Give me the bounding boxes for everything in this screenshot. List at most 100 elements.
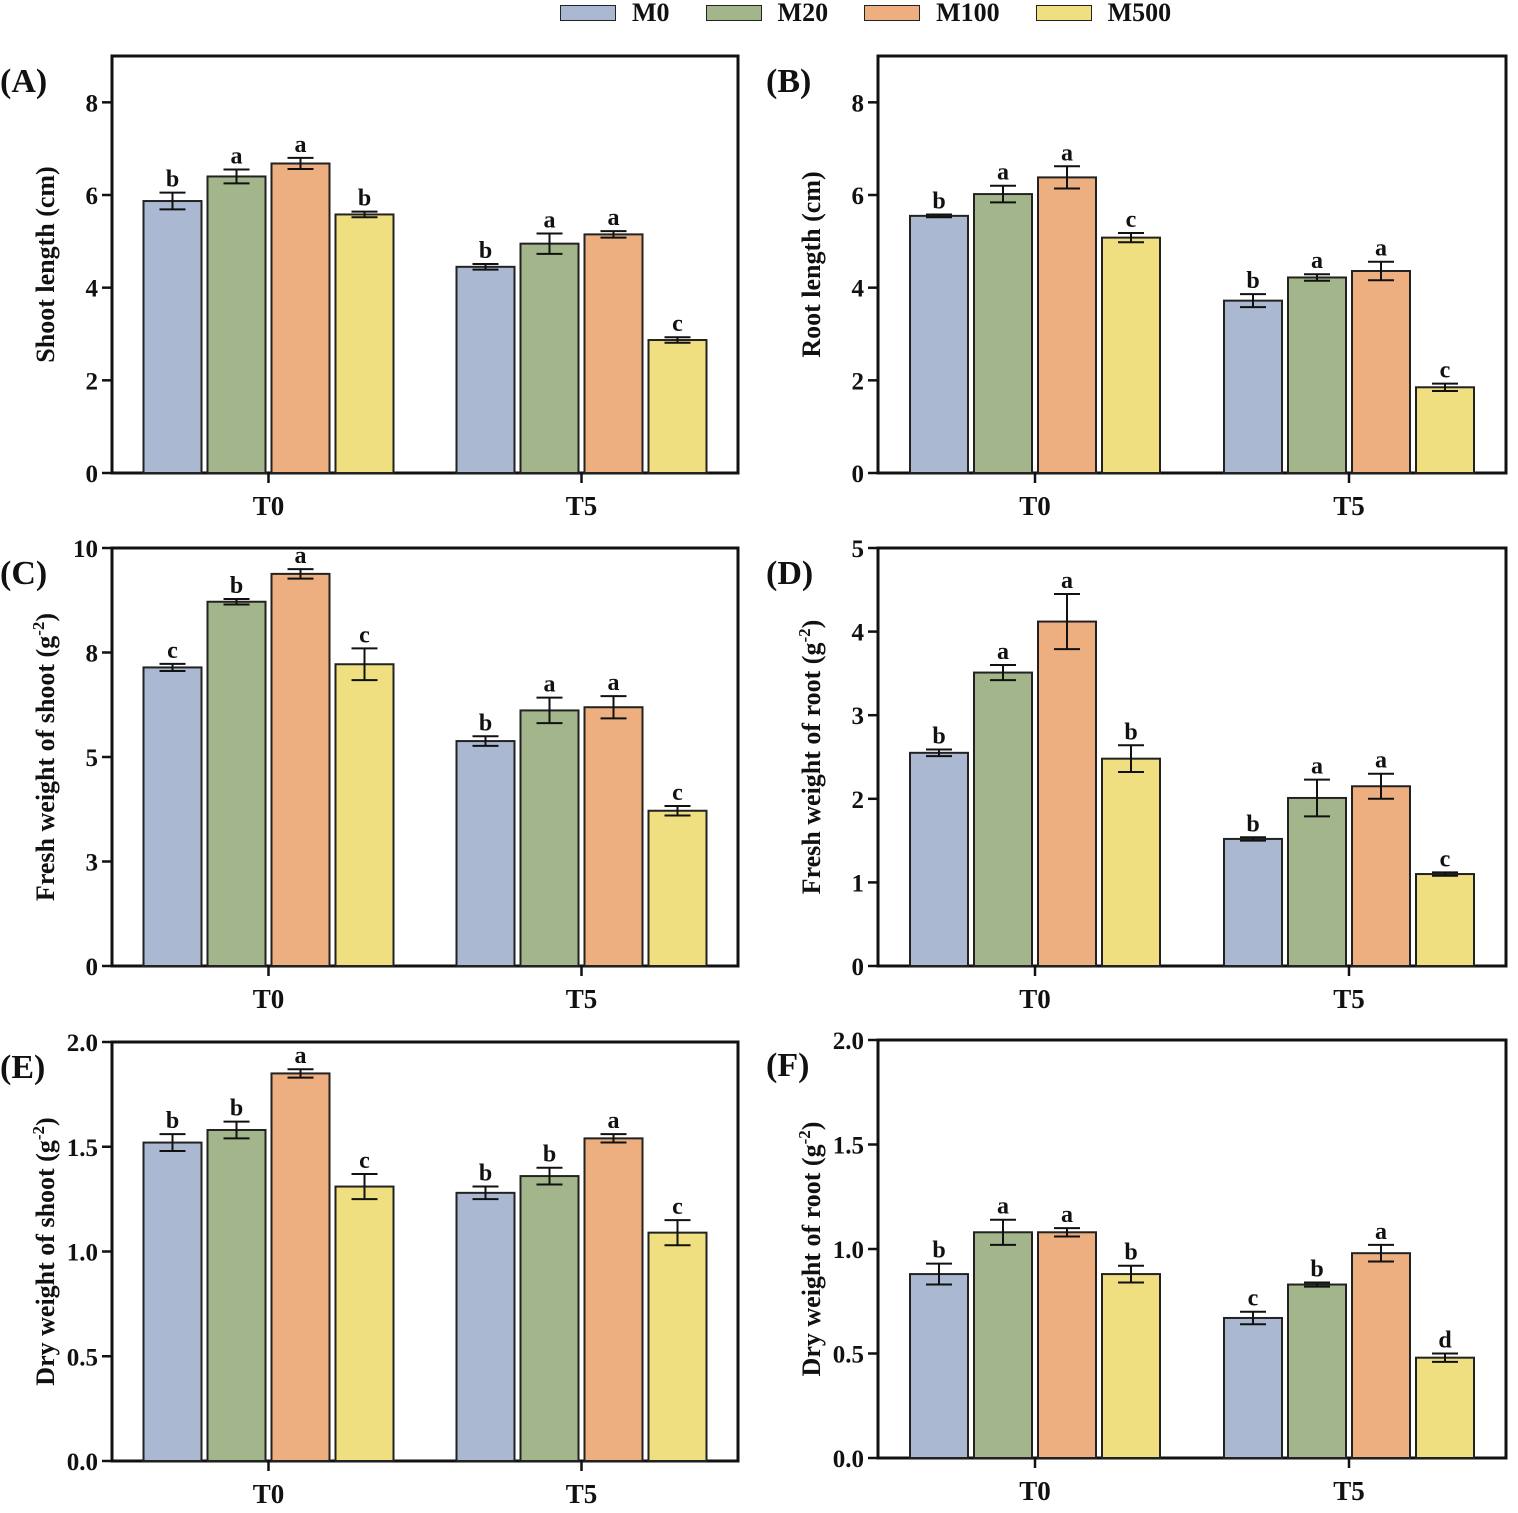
bar-m0-t5 — [1223, 837, 1283, 967]
bar-m20-t0 — [973, 671, 1033, 968]
y-tick-label: 6 — [86, 183, 99, 210]
plot-frame — [110, 1040, 740, 1463]
significance-letter: b — [358, 186, 371, 212]
y-axis-label-text: Shoot length (cm) — [31, 166, 60, 362]
bar-m20-t5 — [1287, 796, 1347, 967]
bar-m100-t0 — [270, 1072, 331, 1463]
y-tick-label: 1.0 — [67, 1240, 98, 1267]
y-tick-label: 0.0 — [833, 1446, 864, 1473]
legend-swatch — [705, 5, 762, 21]
y-axis-label-text: Dry weight of root (g — [797, 1144, 826, 1376]
bar-m20-t0 — [973, 193, 1033, 474]
panel-label: (C) — [0, 555, 47, 592]
panel-label: (D) — [766, 555, 813, 592]
y-axis-label-superscript: -2 — [795, 628, 814, 642]
bar-m100-t0 — [270, 162, 331, 474]
bar-m500-t0 — [334, 213, 395, 475]
significance-letter: a — [608, 670, 620, 696]
significance-letter: c — [1440, 358, 1451, 384]
x-tick-label: T0 — [1019, 1476, 1051, 1506]
y-axis-label-superscript: -2 — [29, 1126, 48, 1140]
bar-m500-t5 — [1415, 386, 1475, 474]
y-axis-label-text: Root length (cm) — [797, 171, 826, 357]
y-tick-label: 1.0 — [833, 1237, 864, 1264]
significance-letter: a — [544, 672, 556, 698]
y-tick-label: 3 — [852, 703, 865, 730]
bar-m500-t0 — [1101, 1273, 1161, 1459]
significance-letter: d — [1438, 1328, 1452, 1354]
bar-m100-t0 — [1037, 1231, 1097, 1460]
panel-b: (B) 0 2 4 6 8 Root length (cm) T0 b a a c T5 b a a c — [766, 54, 1508, 521]
plot-frame — [876, 546, 1508, 968]
significance-letter: c — [672, 1194, 683, 1220]
significance-letter: a — [1061, 1202, 1073, 1228]
x-tick-label: T0 — [253, 984, 285, 1014]
panel-f: (F) 0.0 0.5 1.0 1.5 2.0 Dry weight of root (g-… — [766, 1028, 1508, 1506]
bar-m20-t0 — [973, 1231, 1033, 1460]
bar-m500-t5 — [647, 1231, 708, 1463]
significance-letter: a — [544, 207, 556, 233]
significance-letter: a — [295, 543, 307, 569]
bar-m500-t5 — [647, 809, 708, 967]
bar-m100-t5 — [583, 1137, 644, 1462]
significance-letter: b — [166, 167, 179, 193]
legend-label: M500 — [1107, 0, 1172, 27]
significance-letter: b — [932, 188, 945, 214]
plot-frame — [876, 54, 1508, 475]
x-tick-label: T5 — [566, 1479, 598, 1508]
bar-m20-t0 — [206, 1128, 267, 1462]
bar-m0-t0 — [142, 1141, 203, 1463]
y-axis-label-text: Fresh weight of shoot (g — [31, 636, 60, 901]
legend-item-m500: M500 — [1035, 0, 1172, 28]
bar-m500-t0 — [334, 1185, 395, 1463]
significance-letter: b — [543, 1142, 556, 1168]
panel-d: (D) 0 1 2 3 4 5 Fresh weight of root (g-2) T0 b a a… — [766, 536, 1508, 1014]
y-axis-label-superscript: -2 — [29, 622, 48, 636]
bar-m100-t5 — [1351, 1252, 1411, 1460]
significance-letter: b — [1124, 1240, 1137, 1266]
y-tick-label: 2 — [86, 368, 99, 395]
significance-letter: a — [1311, 248, 1323, 274]
bar-m20-t0 — [206, 175, 267, 474]
bar-m500-t5 — [1415, 873, 1475, 967]
y-tick-label: 4 — [86, 276, 99, 303]
y-axis-label-suffix: ) — [797, 620, 826, 629]
y-axis-label: Dry weight of shoot (g-2) — [29, 1117, 60, 1385]
bar-m0-t5 — [1223, 299, 1283, 475]
panel-e: (E) 0.0 0.5 1.0 1.5 2.0 Dry weight of shoot (g… — [0, 1030, 740, 1509]
bar-m20-t5 — [1287, 1283, 1347, 1460]
significance-letter: b — [230, 1096, 243, 1122]
y-axis-label: Shoot length (cm) — [31, 166, 60, 362]
x-tick-label: T5 — [566, 984, 598, 1014]
y-tick-label: 0 — [86, 954, 99, 981]
legend-swatch — [864, 5, 921, 21]
significance-letter: b — [479, 238, 492, 264]
significance-letter: a — [1375, 236, 1387, 262]
panel-label: (E) — [0, 1049, 45, 1086]
significance-letter: c — [1126, 207, 1137, 233]
y-tick-label: 1.5 — [833, 1133, 864, 1160]
y-tick-label: 0 — [852, 461, 865, 488]
x-tick-label: T5 — [1333, 1476, 1365, 1506]
significance-letter: c — [359, 622, 370, 648]
bar-m0-t0 — [142, 666, 203, 968]
legend-swatch — [1035, 5, 1092, 21]
bar-m100-t5 — [583, 233, 644, 474]
bar-m100-t0 — [1037, 176, 1097, 474]
bar-m100-t5 — [1351, 269, 1411, 474]
significance-letter: c — [672, 311, 683, 337]
bar-m0-t0 — [909, 751, 969, 967]
y-tick-label: 4 — [852, 620, 865, 647]
significance-letter: c — [1440, 846, 1451, 872]
x-tick-label: T0 — [1019, 491, 1051, 521]
bar-m100-t0 — [270, 572, 331, 968]
significance-letter: b — [1310, 1256, 1323, 1282]
significance-letter: b — [479, 710, 492, 736]
significance-letter: b — [932, 723, 945, 749]
panel-a: (A) 0 2 4 6 8 Shoot length (cm) T0 b a a b T5 b a a c — [0, 54, 740, 521]
bar-m500-t0 — [334, 663, 395, 968]
legend-item-m100: M100 — [864, 0, 1000, 28]
panel-label: (F) — [766, 1047, 809, 1084]
significance-letter: a — [1061, 568, 1073, 594]
